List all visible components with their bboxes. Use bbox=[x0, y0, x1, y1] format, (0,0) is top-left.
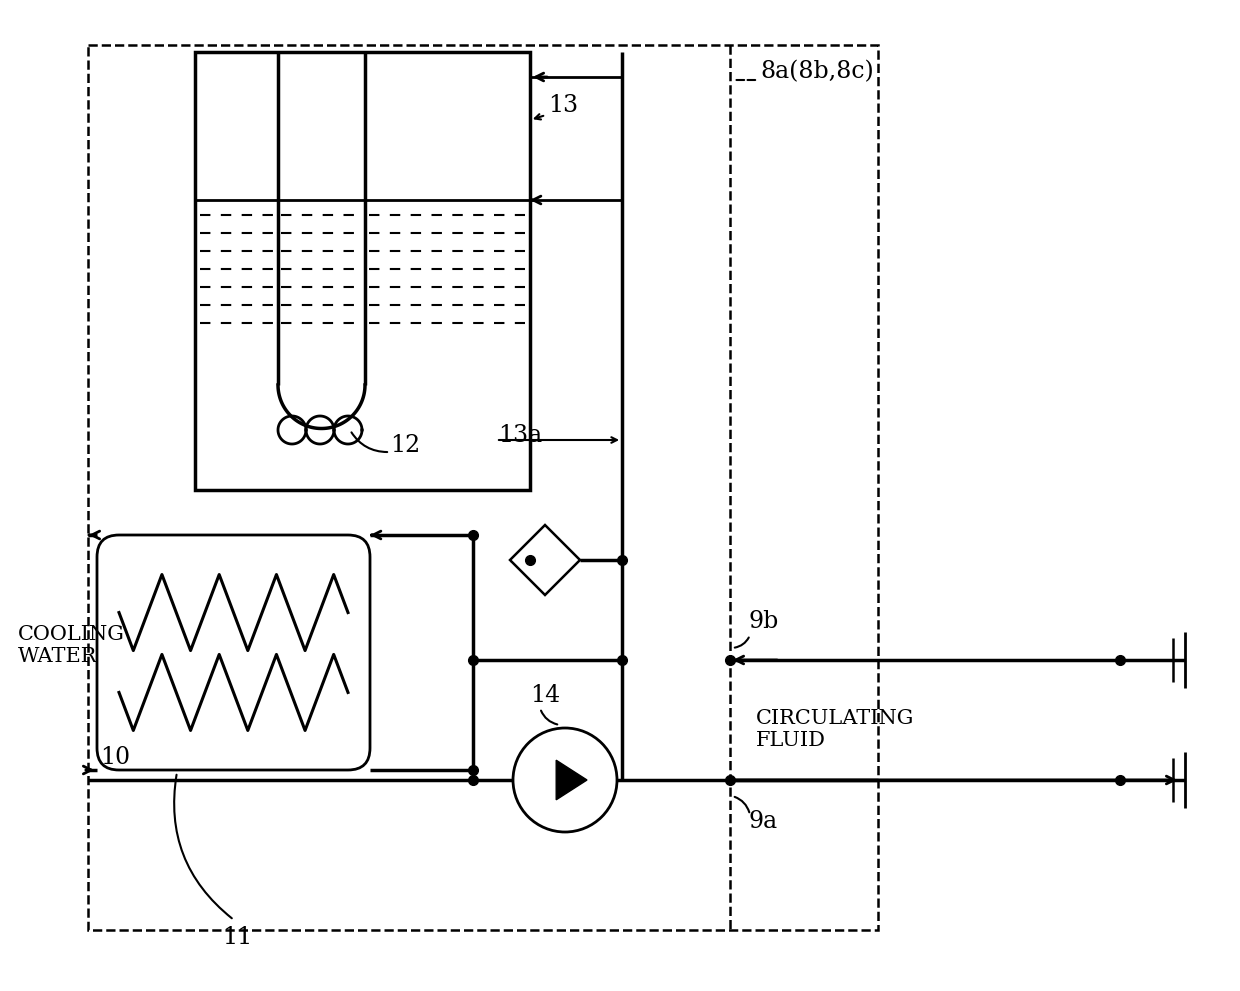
Polygon shape bbox=[510, 525, 580, 595]
Text: 10: 10 bbox=[100, 746, 130, 769]
FancyBboxPatch shape bbox=[97, 535, 370, 770]
Text: 9b: 9b bbox=[748, 610, 779, 633]
Text: 8a(8b,8c): 8a(8b,8c) bbox=[760, 60, 874, 83]
Text: 13a: 13a bbox=[498, 423, 542, 447]
Bar bbox=[88, 45, 878, 930]
Text: COOLING
WATER: COOLING WATER bbox=[19, 624, 125, 666]
Text: 12: 12 bbox=[391, 433, 420, 457]
Bar bbox=[195, 52, 529, 490]
Circle shape bbox=[513, 728, 618, 832]
Text: 9a: 9a bbox=[748, 811, 777, 833]
Text: 14: 14 bbox=[529, 684, 560, 707]
Text: 13: 13 bbox=[548, 93, 578, 117]
Text: CIRCULATING
FLUID: CIRCULATING FLUID bbox=[756, 710, 914, 750]
Polygon shape bbox=[557, 760, 587, 800]
Text: 11: 11 bbox=[222, 927, 252, 949]
